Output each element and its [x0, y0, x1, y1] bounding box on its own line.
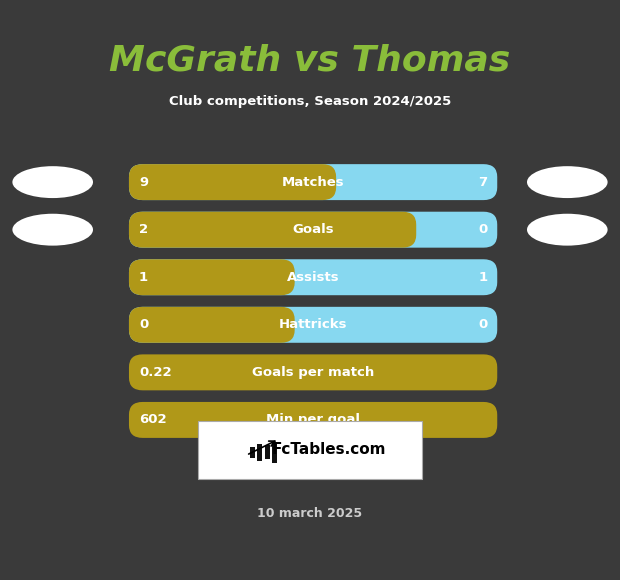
Text: 0: 0	[478, 223, 487, 236]
Text: Hattricks: Hattricks	[279, 318, 347, 331]
Text: Matches: Matches	[281, 176, 345, 189]
FancyBboxPatch shape	[129, 164, 497, 200]
Text: 2: 2	[139, 223, 148, 236]
FancyBboxPatch shape	[265, 445, 270, 459]
Text: 602: 602	[139, 414, 167, 426]
Ellipse shape	[527, 166, 608, 198]
Text: Club competitions, Season 2024/2025: Club competitions, Season 2024/2025	[169, 95, 451, 108]
Text: 10 march 2025: 10 march 2025	[257, 507, 363, 520]
Text: 9: 9	[139, 176, 148, 189]
Ellipse shape	[527, 213, 608, 245]
Ellipse shape	[12, 213, 93, 245]
FancyBboxPatch shape	[272, 442, 277, 463]
Text: 1: 1	[139, 271, 148, 284]
Text: FcTables.com: FcTables.com	[272, 442, 386, 457]
Text: 7: 7	[478, 176, 487, 189]
FancyBboxPatch shape	[129, 259, 497, 295]
Text: Goals: Goals	[292, 223, 334, 236]
Text: 1: 1	[478, 271, 487, 284]
FancyBboxPatch shape	[198, 420, 422, 478]
FancyBboxPatch shape	[129, 402, 497, 438]
Text: Min per goal: Min per goal	[266, 414, 360, 426]
FancyBboxPatch shape	[129, 212, 416, 248]
Text: 0: 0	[478, 318, 487, 331]
FancyBboxPatch shape	[129, 307, 294, 343]
Text: Assists: Assists	[287, 271, 339, 284]
FancyBboxPatch shape	[129, 307, 497, 343]
Text: 0: 0	[139, 318, 148, 331]
FancyBboxPatch shape	[129, 259, 294, 295]
FancyBboxPatch shape	[250, 447, 255, 458]
FancyBboxPatch shape	[129, 212, 497, 248]
Text: 0.22: 0.22	[139, 366, 172, 379]
FancyBboxPatch shape	[257, 444, 262, 461]
Ellipse shape	[12, 166, 93, 198]
Text: Goals per match: Goals per match	[252, 366, 374, 379]
FancyBboxPatch shape	[129, 354, 497, 390]
FancyBboxPatch shape	[129, 164, 336, 200]
Text: McGrath vs Thomas: McGrath vs Thomas	[109, 44, 511, 78]
